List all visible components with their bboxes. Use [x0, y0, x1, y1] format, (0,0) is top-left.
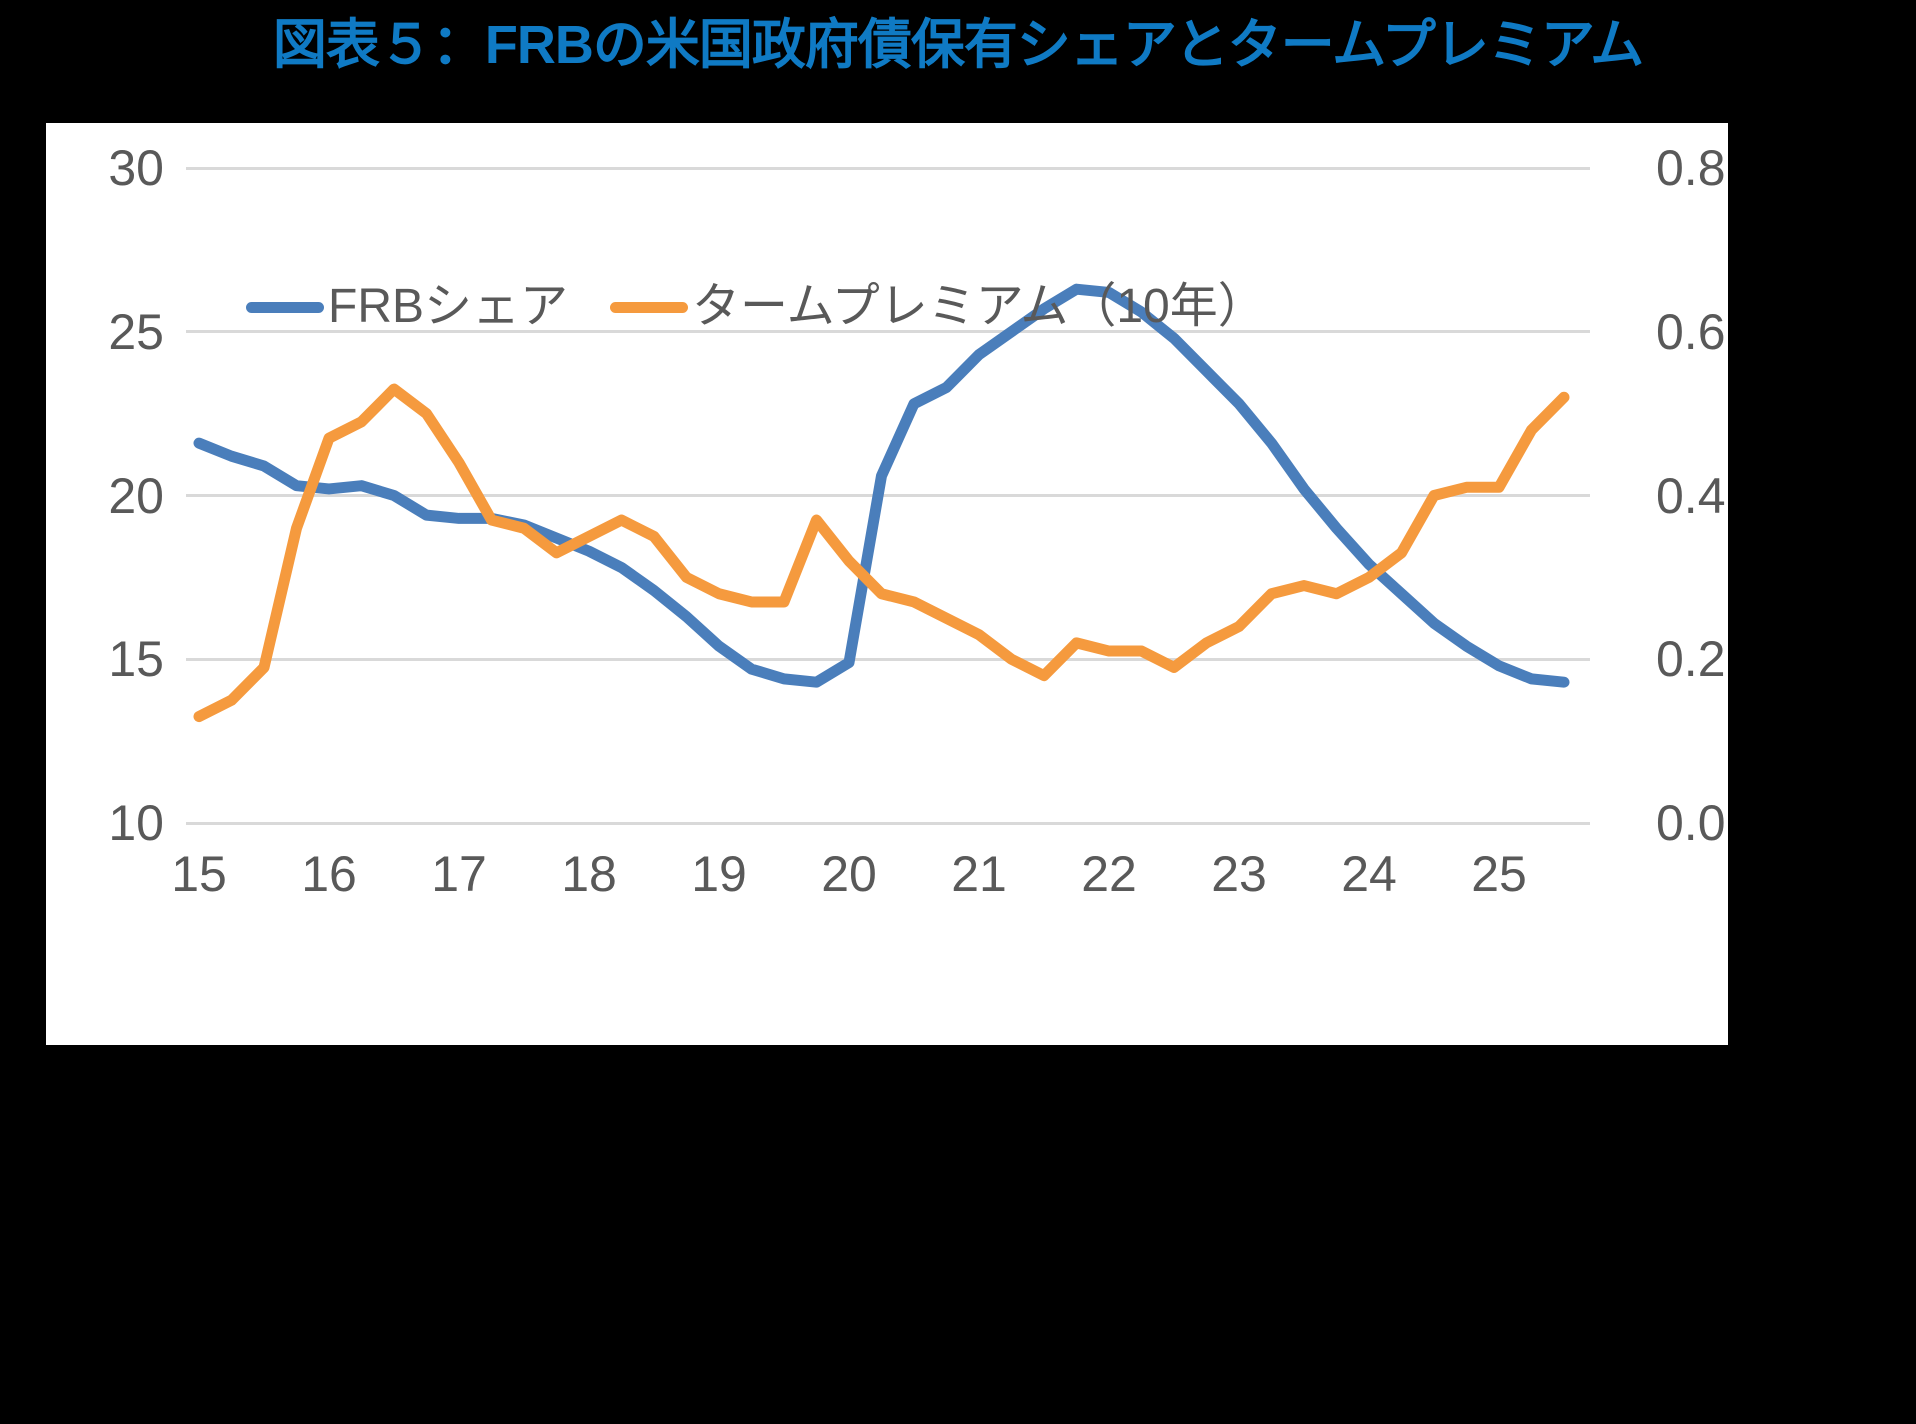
y-tick-label-left: 15 — [108, 631, 164, 688]
plot-area: 10 15 20 25 30 0.0 0.2 0.4 0.6 0.8 15 16 17 18 19 20 2… — [108, 143, 1725, 899]
legend-label-term-premium: タームプレミアム（10年） — [692, 280, 1266, 333]
y-tick-label-left: 10 — [108, 795, 164, 851]
page-title: 図表５：FRBの米国政府債保有シェアとタームプレミアム — [272, 15, 1644, 75]
y-tick-label-right: 0.8 — [1656, 140, 1726, 196]
x-tick-label: 18 — [561, 846, 617, 902]
y-tick-label-right: 0.2 — [1656, 631, 1726, 688]
gridline — [186, 657, 1590, 661]
gridline — [186, 166, 1590, 170]
y-tick-label-left: 30 — [108, 140, 164, 196]
x-tick-label: 25 — [1471, 846, 1527, 902]
y-tick-label-left: 25 — [108, 303, 164, 360]
gridline — [186, 330, 1590, 334]
legend-item-frb-share[interactable]: FRBシェア — [246, 283, 568, 331]
series-line-term-premium — [193, 383, 1570, 723]
legend-swatch-frb-share — [246, 301, 324, 313]
legend-spacer — [568, 307, 610, 308]
x-tick-label: 19 — [691, 846, 747, 902]
chart-card: FRBシェア タームプレミアム（10年） 10 15 20 25 30 0.0 0.2 0.… — [46, 123, 1728, 1045]
y-tick-label-left: 20 — [108, 467, 164, 524]
legend-swatch-term-premium — [610, 301, 689, 313]
gridline — [186, 494, 1590, 497]
x-tick-label: 17 — [431, 846, 487, 902]
x-tick-label: 16 — [301, 846, 357, 902]
x-tick-label: 20 — [821, 846, 877, 902]
legend-label-frb-share: FRBシェア — [328, 280, 569, 333]
series-line-frb-share — [193, 283, 1570, 688]
x-tick-label: 21 — [951, 846, 1007, 902]
y-tick-label-right: 0.4 — [1656, 467, 1726, 524]
y-tick-label-right: 0.0 — [1656, 795, 1726, 851]
chart-legend: FRBシェア タームプレミアム（10年） — [246, 283, 1266, 331]
x-tick-label: 22 — [1081, 846, 1137, 902]
x-tick-label: 23 — [1211, 846, 1267, 902]
x-tick-label: 24 — [1341, 846, 1397, 902]
series-layer — [193, 283, 1570, 723]
gridline — [186, 821, 1590, 825]
y-tick-label-right: 0.6 — [1656, 303, 1726, 360]
legend-item-term-premium[interactable]: タームプレミアム（10年） — [610, 283, 1266, 331]
x-tick-label: 15 — [171, 846, 227, 902]
